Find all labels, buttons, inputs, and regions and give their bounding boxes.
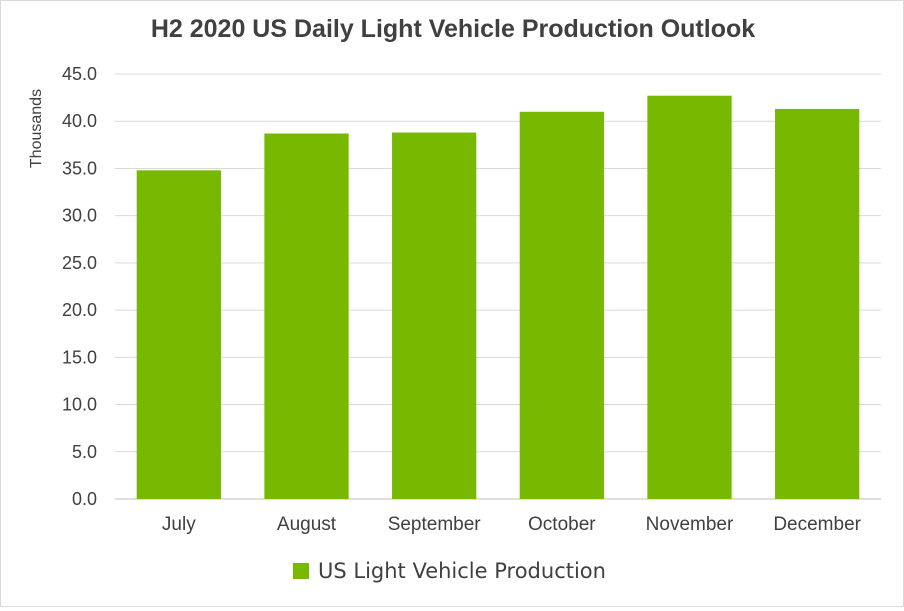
y-axis-title: Thousands [28,89,45,168]
bar [519,111,604,500]
x-tick-label: December [773,514,861,535]
bar [136,170,221,500]
x-tick-label: October [528,514,596,535]
y-tick-label: 15.0 [62,347,97,367]
legend: US Light Vehicle Production [293,557,606,585]
x-tick-label: August [277,514,337,535]
bar [392,132,477,500]
bar [264,133,349,499]
x-tick-label: July [162,514,196,535]
x-tick-label: September [388,514,482,535]
legend-label: US Light Vehicle Production [318,559,606,583]
y-tick-label: 40.0 [62,111,97,131]
y-tick-label: 45.0 [62,64,97,84]
bar [775,108,860,499]
y-tick-label: 0.0 [72,489,97,509]
bar [647,95,732,499]
y-tick-label: 20.0 [62,300,97,320]
y-tick-label: 10.0 [62,395,97,415]
y-tick-label: 25.0 [62,253,97,273]
x-tick-label: November [646,514,734,535]
legend-swatch [293,563,309,579]
y-tick-label: 30.0 [62,206,97,226]
y-tick-label: 5.0 [72,442,97,462]
y-tick-label: 35.0 [62,158,97,178]
chart-title: H2 2020 US Daily Light Vehicle Productio… [150,15,756,43]
